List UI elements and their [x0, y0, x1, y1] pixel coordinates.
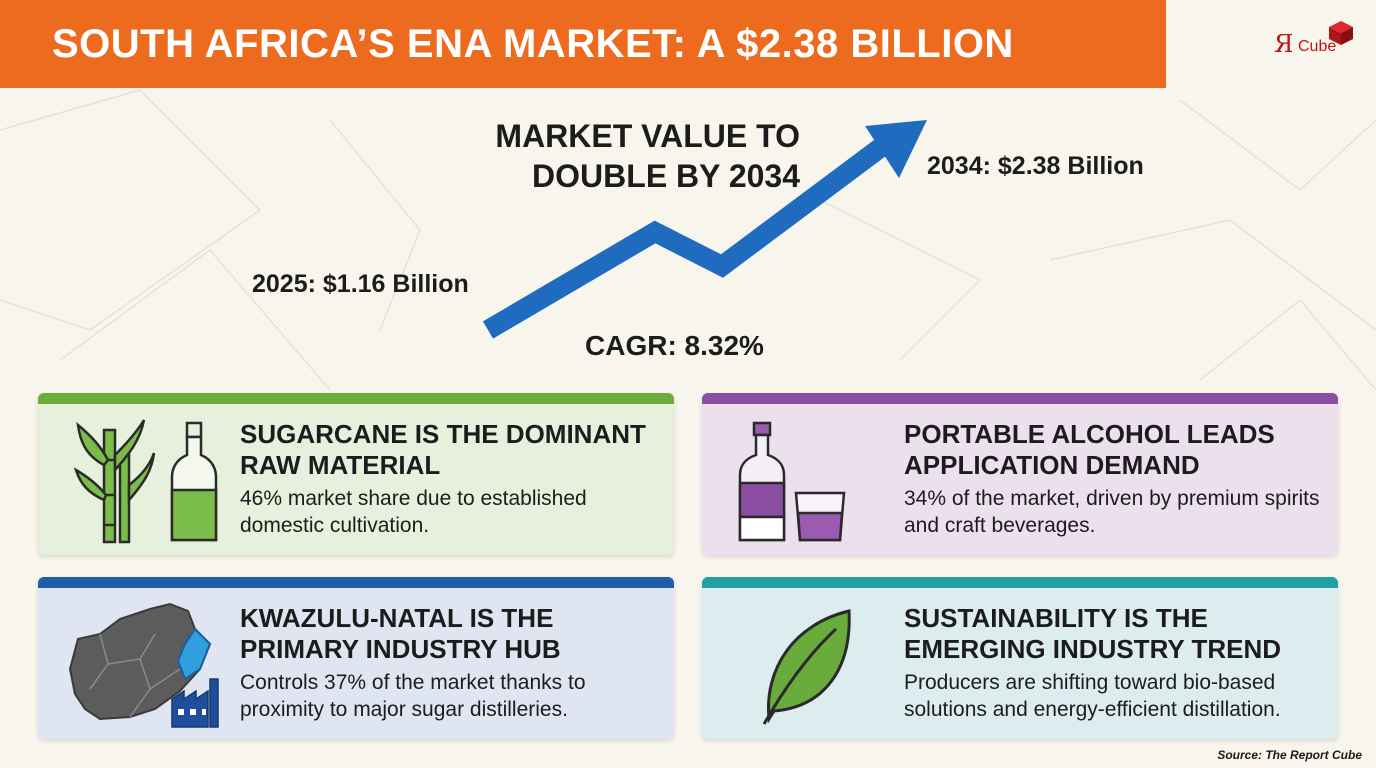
card-accent-bar [38, 393, 674, 404]
leaf-icon [762, 609, 851, 725]
data-label-2034: 2034: $2.38 Billion [927, 152, 1144, 180]
card-title: PORTABLE ALCOHOL LEADS APPLICATION DEMAN… [904, 419, 1275, 480]
logo-text: Cube [1298, 38, 1337, 55]
growth-arrow-head [865, 120, 927, 178]
growth-arrow-line [482, 139, 886, 339]
growth-chart [482, 120, 927, 339]
source-caption: Source: The Report Cube [1217, 748, 1362, 762]
report-cube-logo: Я Cube [1270, 18, 1360, 62]
chart-title: MARKET VALUE TO DOUBLE BY 2034 [495, 118, 800, 194]
cube-icon [1329, 21, 1353, 45]
card-title: SUSTAINABILITY IS THE EMERGING INDUSTRY … [904, 603, 1282, 664]
card-description: 46% market share due to established dome… [240, 487, 587, 537]
card-accent-bar [702, 577, 1338, 588]
liquor-bottle-glass-icon [738, 421, 846, 542]
header-banner: SOUTH AFRICA’S ENA MARKET: A $2.38 BILLI… [0, 0, 1166, 88]
banner-title: SOUTH AFRICA’S ENA MARKET: A $2.38 BILLI… [52, 21, 1014, 66]
card-sugarcane: SUGARCANE IS THE DOMINANT RAW MATERIAL 4… [38, 393, 674, 555]
card-title: KWAZULU-NATAL IS THE PRIMARY INDUSTRY HU… [240, 603, 561, 664]
logo-r-letter: Я [1274, 30, 1294, 58]
card-description: Producers are shifting toward bio-based … [904, 671, 1281, 721]
sugarcane-bottle-icon [73, 419, 218, 544]
south-africa-map-factory-icon [68, 602, 219, 728]
card-portable-alcohol: PORTABLE ALCOHOL LEADS APPLICATION DEMAN… [702, 393, 1338, 555]
card-title: SUGARCANE IS THE DOMINANT RAW MATERIAL [240, 419, 646, 480]
card-kwazulu-natal: KWAZULU-NATAL IS THE PRIMARY INDUSTRY HU… [38, 577, 674, 739]
card-accent-bar [702, 393, 1338, 404]
card-accent-bar [38, 577, 674, 588]
card-description: Controls 37% of the market thanks to pro… [240, 671, 586, 721]
card-description: 34% of the market, driven by premium spi… [904, 487, 1320, 537]
cagr-label: CAGR: 8.32% [585, 330, 764, 361]
card-sustainability: SUSTAINABILITY IS THE EMERGING INDUSTRY … [702, 577, 1338, 739]
data-label-2025: 2025: $1.16 Billion [252, 270, 469, 298]
